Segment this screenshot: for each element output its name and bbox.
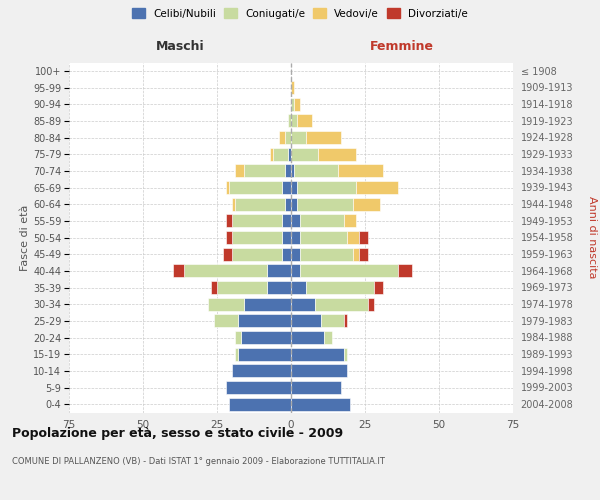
Bar <box>291 114 297 128</box>
Bar <box>300 248 353 260</box>
Bar <box>241 331 291 344</box>
Bar <box>291 348 344 360</box>
Bar <box>291 331 323 344</box>
Bar <box>359 231 368 244</box>
Bar <box>353 248 359 260</box>
Bar <box>232 231 282 244</box>
Bar <box>235 198 285 210</box>
Bar <box>344 348 347 360</box>
Bar <box>184 264 268 278</box>
Bar <box>320 314 344 328</box>
Bar <box>300 231 347 244</box>
Bar <box>294 98 300 110</box>
Bar <box>232 198 235 210</box>
Bar <box>291 198 297 210</box>
Bar <box>244 164 285 177</box>
Bar <box>344 314 347 328</box>
Bar <box>291 81 294 94</box>
Bar <box>368 298 374 310</box>
Bar <box>338 164 383 177</box>
Bar <box>347 231 359 244</box>
Bar <box>291 181 297 194</box>
Bar <box>291 98 294 110</box>
Bar <box>323 331 332 344</box>
Legend: Celibi/Nubili, Coniugati/e, Vedovi/e, Divorziati/e: Celibi/Nubili, Coniugati/e, Vedovi/e, Di… <box>129 5 471 21</box>
Bar <box>291 248 300 260</box>
Bar <box>300 214 344 228</box>
Bar <box>344 214 356 228</box>
Bar <box>291 164 294 177</box>
Bar <box>223 248 232 260</box>
Bar <box>229 181 282 194</box>
Bar <box>270 148 273 160</box>
Bar <box>282 181 291 194</box>
Y-axis label: Fasce di età: Fasce di età <box>20 204 30 270</box>
Bar <box>285 131 291 144</box>
Bar <box>173 264 184 278</box>
Bar <box>268 264 291 278</box>
Bar <box>291 298 314 310</box>
Bar <box>306 281 374 294</box>
Bar <box>232 214 282 228</box>
Bar <box>291 364 347 378</box>
Bar <box>291 214 300 228</box>
Bar <box>291 264 300 278</box>
Bar <box>285 164 291 177</box>
Bar <box>359 248 368 260</box>
Bar <box>235 164 244 177</box>
Bar <box>232 248 282 260</box>
Bar <box>291 381 341 394</box>
Text: COMUNE DI PALLANZENO (VB) - Dati ISTAT 1° gennaio 2009 - Elaborazione TUTTITALIA: COMUNE DI PALLANZENO (VB) - Dati ISTAT 1… <box>12 458 385 466</box>
Bar <box>291 131 306 144</box>
Bar <box>294 164 338 177</box>
Bar <box>282 248 291 260</box>
Bar <box>238 348 291 360</box>
Bar <box>306 131 341 144</box>
Bar <box>374 281 383 294</box>
Bar <box>282 231 291 244</box>
Bar <box>291 231 300 244</box>
Bar <box>297 114 312 128</box>
Bar <box>238 314 291 328</box>
Bar <box>297 181 356 194</box>
Bar <box>211 281 217 294</box>
Bar <box>235 348 238 360</box>
Bar <box>291 148 317 160</box>
Bar <box>232 364 291 378</box>
Bar <box>300 264 398 278</box>
Bar <box>226 214 232 228</box>
Bar <box>226 231 232 244</box>
Bar <box>288 114 291 128</box>
Bar <box>285 198 291 210</box>
Bar <box>291 314 320 328</box>
Bar <box>226 381 291 394</box>
Bar <box>353 198 380 210</box>
Bar <box>229 398 291 410</box>
Bar <box>217 281 268 294</box>
Bar <box>282 214 291 228</box>
Bar <box>214 314 238 328</box>
Bar <box>244 298 291 310</box>
Bar <box>317 148 356 160</box>
Bar <box>314 298 368 310</box>
Bar <box>398 264 412 278</box>
Bar <box>291 398 350 410</box>
Text: Femmine: Femmine <box>370 40 434 52</box>
Bar <box>235 331 241 344</box>
Bar <box>291 281 306 294</box>
Text: Popolazione per età, sesso e stato civile - 2009: Popolazione per età, sesso e stato civil… <box>12 428 343 440</box>
Bar <box>273 148 288 160</box>
Bar <box>279 131 285 144</box>
Bar <box>268 281 291 294</box>
Bar <box>356 181 398 194</box>
Text: Maschi: Maschi <box>155 40 205 52</box>
Bar <box>288 148 291 160</box>
Bar <box>208 298 244 310</box>
Y-axis label: Anni di nascita: Anni di nascita <box>587 196 597 278</box>
Bar <box>297 198 353 210</box>
Bar <box>226 181 229 194</box>
